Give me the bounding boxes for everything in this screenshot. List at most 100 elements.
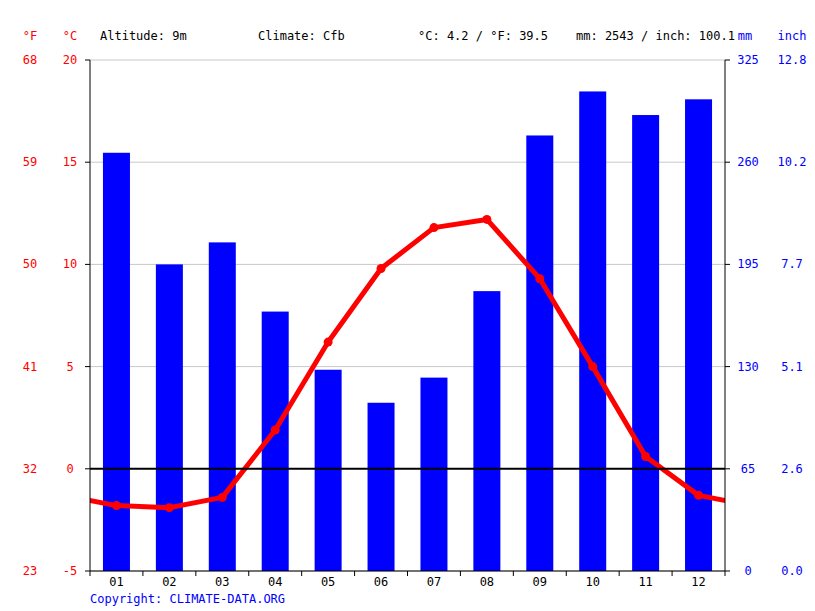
- x-tick: [672, 571, 673, 576]
- tick-mark: [85, 366, 90, 367]
- tick-label: 68: [23, 53, 37, 67]
- bar: [420, 378, 447, 571]
- category-label: 02: [162, 575, 176, 589]
- tick-label: 2.6: [781, 462, 803, 476]
- tick-label: 5: [66, 360, 73, 374]
- tick-label: 15: [63, 155, 77, 169]
- tick-mark: [85, 468, 90, 469]
- tick-label: 325: [737, 53, 759, 67]
- x-tick: [90, 571, 91, 576]
- tick-label: 0: [744, 564, 751, 578]
- grid-line: [90, 264, 725, 265]
- tick-label: 260: [737, 155, 759, 169]
- tick-mark: [85, 264, 90, 265]
- bar: [473, 291, 500, 571]
- tick-mark: [85, 571, 90, 572]
- x-tick: [619, 571, 620, 576]
- category-label: 06: [374, 575, 388, 589]
- bar: [526, 135, 553, 571]
- tick-mark: [725, 264, 730, 265]
- category-label: 03: [215, 575, 229, 589]
- grid-line: [90, 60, 725, 61]
- tick-mark: [725, 366, 730, 367]
- annotation: Altitude: 9m: [100, 29, 187, 43]
- category-label: 09: [533, 575, 547, 589]
- tick-label: -5: [63, 564, 77, 578]
- tick-mark: [725, 162, 730, 163]
- annotation: mm: 2543 / inch: 100.1: [576, 29, 735, 43]
- tick-mark: [85, 60, 90, 61]
- x-tick: [566, 571, 567, 576]
- x-tick: [513, 571, 514, 576]
- grid-line: [90, 162, 725, 163]
- axis-label: mm: [738, 29, 752, 43]
- source: Copyright: CLIMATE-DATA.ORG: [90, 592, 285, 606]
- x-tick: [142, 571, 143, 576]
- tick-label: 65: [741, 462, 755, 476]
- category-label: 10: [585, 575, 599, 589]
- line: [116, 219, 698, 507]
- plot-area: [90, 91, 725, 571]
- category-label: 05: [321, 575, 335, 589]
- marker: [694, 491, 703, 500]
- marker: [588, 362, 597, 371]
- axis-label: °F: [23, 29, 37, 43]
- marker: [377, 264, 386, 273]
- tick-label: 10: [63, 257, 77, 271]
- tick-mark: [725, 571, 730, 572]
- bar: [579, 91, 606, 571]
- x-tick: [248, 571, 249, 576]
- axis-label: °C: [63, 29, 77, 43]
- category-label: 08: [480, 575, 494, 589]
- tick-label: 23: [23, 564, 37, 578]
- tick-label: 32: [23, 462, 37, 476]
- grid-line: [90, 366, 725, 367]
- tick-label: 12.8: [778, 53, 807, 67]
- category-label: 04: [268, 575, 282, 589]
- tick-label: 59: [23, 155, 37, 169]
- x-tick: [725, 571, 726, 576]
- zero-line: [90, 468, 725, 470]
- tick-label: 0: [66, 462, 73, 476]
- tick-label: 7.7: [781, 257, 803, 271]
- x-tick: [354, 571, 355, 576]
- marker: [271, 425, 280, 434]
- x-tick: [407, 571, 408, 576]
- tick-label: 5.1: [781, 360, 803, 374]
- annotation: Climate: Cfb: [258, 29, 345, 43]
- x-tick: [460, 571, 461, 576]
- annotation: °C: 4.2 / °F: 39.5: [418, 29, 548, 43]
- tick-mark: [725, 468, 730, 469]
- marker: [165, 503, 174, 512]
- bar: [368, 403, 395, 571]
- category-label: 07: [427, 575, 441, 589]
- bar: [156, 264, 183, 571]
- category-label: 01: [109, 575, 123, 589]
- marker: [535, 274, 544, 283]
- axis-label: inch: [778, 29, 807, 43]
- category-label: 12: [691, 575, 705, 589]
- bar: [209, 242, 236, 571]
- x-tick: [301, 571, 302, 576]
- marker: [429, 223, 438, 232]
- bar: [315, 370, 342, 571]
- marker: [218, 493, 227, 502]
- bar: [632, 115, 659, 571]
- tick-mark: [85, 162, 90, 163]
- tick-label: 195: [737, 257, 759, 271]
- tick-mark: [725, 60, 730, 61]
- x-tick: [195, 571, 196, 576]
- bar: [685, 99, 712, 571]
- marker: [324, 338, 333, 347]
- tick-label: 130: [737, 360, 759, 374]
- y2-axis: [725, 60, 726, 571]
- tick-label: 0.0: [781, 564, 803, 578]
- tick-label: 41: [23, 360, 37, 374]
- tick-label: 20: [63, 53, 77, 67]
- tick-label: 10.2: [778, 155, 807, 169]
- y-axis: [90, 60, 91, 571]
- category-label: 11: [638, 575, 652, 589]
- marker: [482, 215, 491, 224]
- chart: °F °C mm inch Altitude: 9m Climate: Cfb °C: 4.…: [0, 0, 815, 611]
- marker: [641, 452, 650, 461]
